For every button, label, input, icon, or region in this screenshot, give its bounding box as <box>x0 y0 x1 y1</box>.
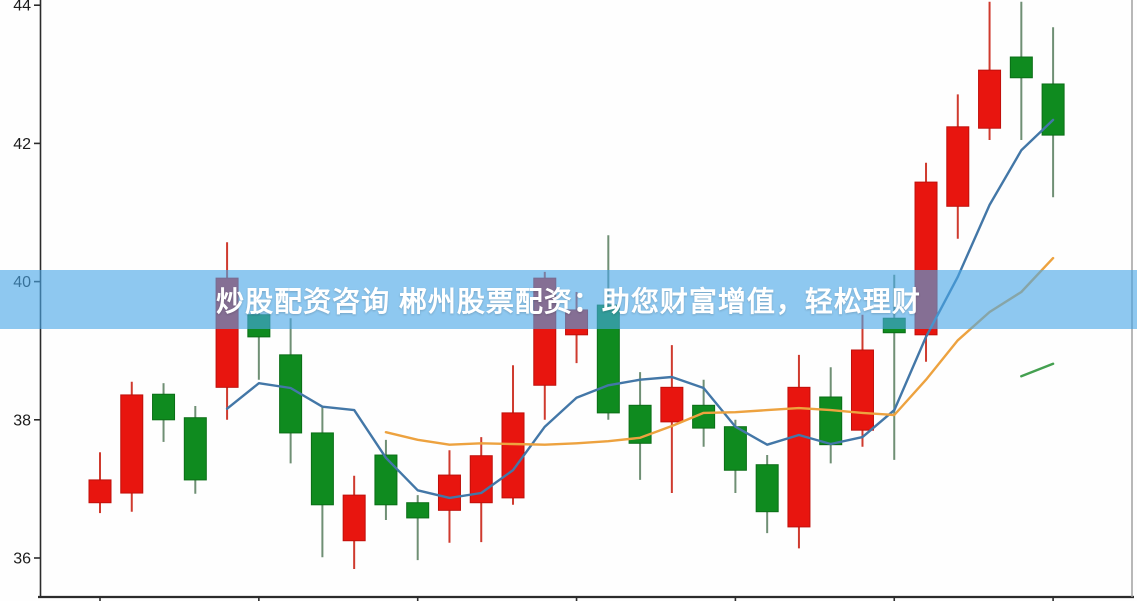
candle-down <box>152 383 176 442</box>
candle-down <box>310 406 334 558</box>
candle-up <box>437 450 461 543</box>
candle-down <box>406 495 430 561</box>
y-tick-label: 44 <box>13 0 31 15</box>
candle-down <box>819 367 843 464</box>
x-axis-ticks <box>99 597 1054 601</box>
candle-down <box>628 372 652 480</box>
candle-down <box>1041 27 1065 198</box>
candle-up <box>787 354 811 549</box>
candle-up <box>501 365 525 505</box>
candle-up <box>342 475 366 570</box>
candle-up <box>469 437 493 543</box>
candle-up <box>914 162 938 362</box>
candles-group <box>88 1 1065 570</box>
candle-up <box>88 452 112 514</box>
y-tick-label: 38 <box>13 412 31 429</box>
candle-up <box>978 1 1002 140</box>
ma10-line <box>384 256 1055 446</box>
candle-down <box>723 419 747 494</box>
candle-down <box>755 455 779 534</box>
candle-up <box>215 242 239 420</box>
candle-down <box>1009 1 1033 140</box>
candle-up <box>120 381 144 512</box>
candle-down <box>374 439 398 520</box>
candle-down <box>279 318 303 464</box>
candle-up <box>850 314 874 447</box>
ma5-line <box>225 118 1055 500</box>
y-tick-label: 36 <box>13 551 31 568</box>
promo-banner: 炒股配资咨询 郴州股票配资：助您财富增值，轻松理财 <box>0 270 1137 329</box>
ma30-line <box>1020 362 1055 378</box>
promo-banner-text: 炒股配资咨询 郴州股票配资：助您财富增值，轻松理财 <box>216 285 921 317</box>
candle-down <box>183 405 207 494</box>
y-tick-label: 42 <box>13 136 31 153</box>
candle-up <box>660 345 684 494</box>
candle-up <box>946 94 970 239</box>
